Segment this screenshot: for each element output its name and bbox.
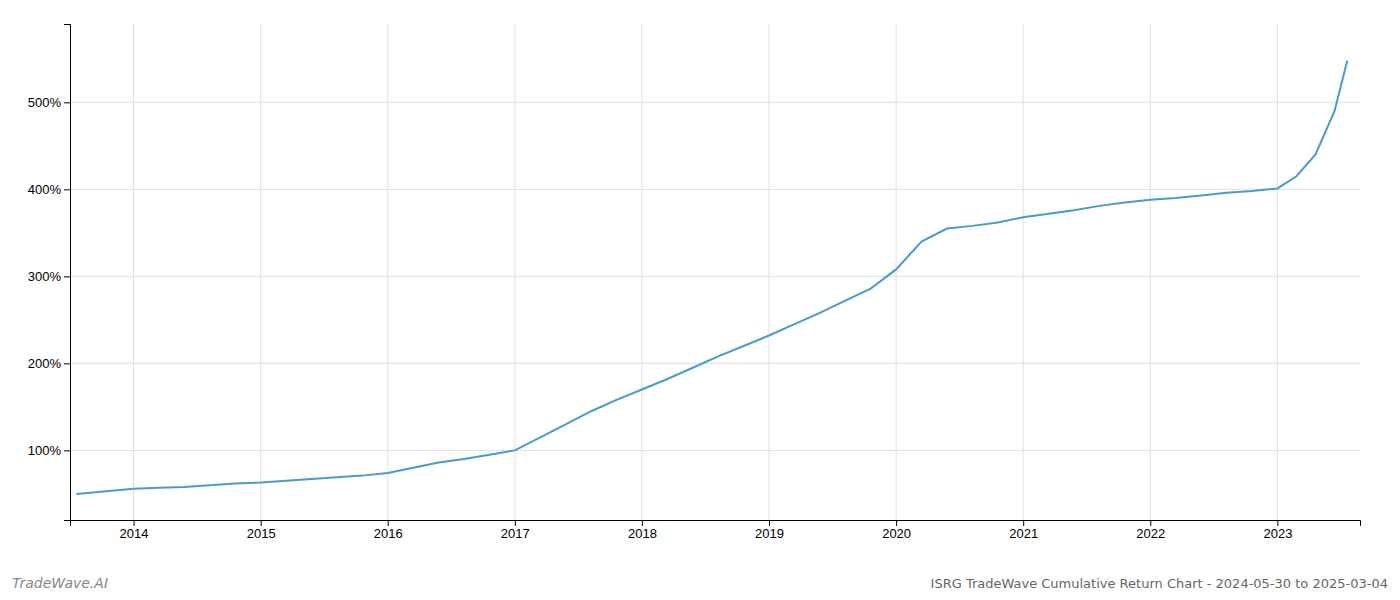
x-tick-mark [769,520,770,526]
y-grid-line [70,276,1360,277]
x-tick: 2016 [374,520,403,541]
x-tick: 2017 [501,520,530,541]
x-tick: 2018 [628,520,657,541]
x-grid-line [641,24,642,520]
x-tick-label: 2019 [755,526,784,541]
y-tick: 400% [28,182,70,197]
line [76,61,1347,494]
y-axis: 100% 200% 300% 400% 500% [28,25,71,521]
x-grid-line [514,24,515,520]
x-tick-mark [388,520,389,526]
watermark: TradeWave.AI [12,575,108,591]
y-tick-mark [64,189,70,190]
plot-area [76,61,1347,494]
x-tick-mark [642,520,643,526]
x-tick-mark [134,520,135,526]
x-tick-mark [1023,520,1024,526]
x-tick-label: 2022 [1136,526,1165,541]
x-tick-label: 2016 [374,526,403,541]
y-grid-line [70,189,1360,190]
grid [70,24,1360,520]
y-tick-label: 200% [28,356,62,371]
x-tick: 2020 [882,520,911,541]
x-tick: 2019 [755,520,784,541]
x-tick-label: 2017 [501,526,530,541]
x-grid-line [1277,24,1278,520]
y-tick-label: 400% [28,182,62,197]
x-tick-label: 2020 [882,526,911,541]
x-tick-label: 2018 [628,526,657,541]
x-axis: 2014 2015 2016 2017 2018 2019 2020 2021 2022 2023 [71,520,1361,541]
y-tick-mark [64,363,70,364]
x-tick-mark [1277,520,1278,526]
y-tick: 500% [28,95,70,110]
y-tick-mark [64,102,70,103]
x-tick: 2021 [1009,520,1038,541]
y-tick-label: 500% [28,95,62,110]
y-grid-line [70,102,1360,103]
x-tick: 2022 [1136,520,1165,541]
x-grid-line [1023,24,1024,520]
y-tick-label: 300% [28,269,62,284]
x-tick-label: 2015 [247,526,276,541]
x-grid-line [260,24,261,520]
title: ISRG TradeWave Cumulative Return Chart -… [931,576,1388,591]
x-grid-line [133,24,134,520]
y-tick-mark [64,276,70,277]
x-tick-label: 2023 [1263,526,1292,541]
y-tick: 200% [28,356,70,371]
x-tick: 2015 [247,520,276,541]
y-tick-label: 100% [28,443,62,458]
x-tick-label: 2021 [1009,526,1038,541]
y-grid-line [70,450,1360,451]
x-tick: 2014 [120,520,149,541]
y-grid-line [70,363,1360,364]
x-tick-mark [896,520,897,526]
x-grid-line [1150,24,1151,520]
chart: 2014 2015 2016 2017 2018 2019 2020 2021 2022 2023… [0,0,1400,600]
x-tick: 2023 [1263,520,1292,541]
x-tick-mark [261,520,262,526]
y-tick-mark [64,450,70,451]
x-grid-line [387,24,388,520]
x-tick-mark [1150,520,1151,526]
x-grid-line [896,24,897,520]
x-grid-line [769,24,770,520]
y-tick: 300% [28,269,70,284]
x-tick-label: 2014 [120,526,149,541]
y-axis-line [64,25,71,521]
x-axis-line [71,521,1361,527]
x-tick-mark [515,520,516,526]
y-tick: 100% [28,443,70,458]
